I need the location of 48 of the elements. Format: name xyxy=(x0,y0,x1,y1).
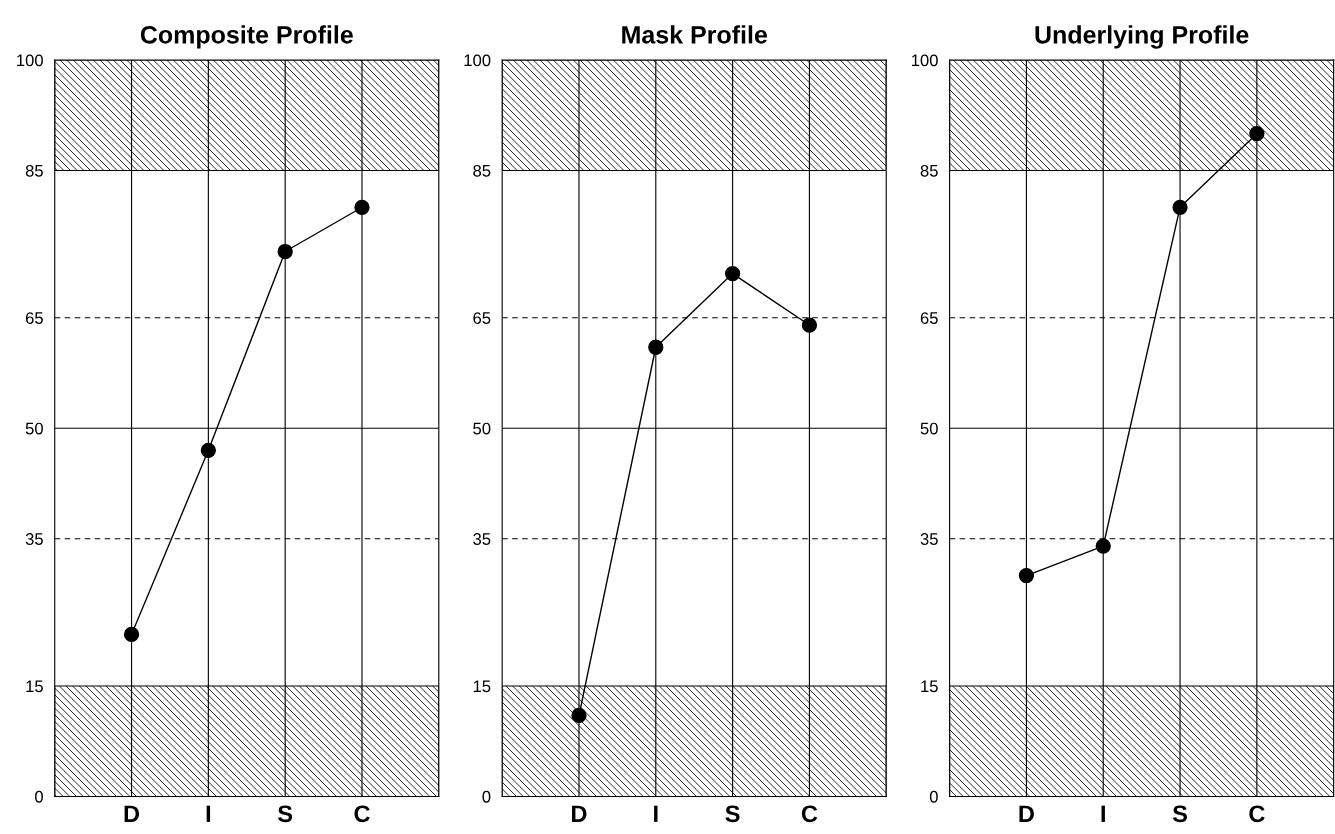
point xyxy=(1249,126,1265,142)
x-tick-label: D xyxy=(572,805,587,822)
point xyxy=(354,199,370,215)
y-tick-label: 50 xyxy=(920,422,938,435)
x-tick-label: S xyxy=(277,805,293,823)
y-tick-label: 15 xyxy=(473,680,491,693)
x-tick-label: C xyxy=(1249,805,1265,823)
y-tick-label: 100 xyxy=(17,54,43,67)
y-tick-label: 85 xyxy=(25,164,43,177)
point xyxy=(724,265,741,282)
y-tick-label: 85 xyxy=(920,164,938,177)
x-tick-label: S xyxy=(1172,805,1187,823)
y-tick-label: 35 xyxy=(473,533,491,545)
point xyxy=(1095,538,1111,554)
x-tick-label: S xyxy=(725,805,740,823)
y-tick-label: 65 xyxy=(25,312,43,324)
x-tick-label: C xyxy=(354,805,370,823)
point xyxy=(571,707,587,724)
y-tick-label: 65 xyxy=(473,312,491,324)
y-tick-label: 15 xyxy=(26,680,43,693)
y-tick-label: 100 xyxy=(464,54,491,67)
y-tick-label: 35 xyxy=(25,533,43,545)
y-tick-label: 0 xyxy=(929,790,938,803)
point xyxy=(200,442,216,458)
y-tick-label: 35 xyxy=(920,533,938,545)
y-tick-label: 50 xyxy=(473,422,491,435)
chart-title: Mask Profile xyxy=(622,25,767,44)
y-tick-label: 0 xyxy=(35,790,43,803)
chart-title: Composite Profile xyxy=(140,25,353,49)
x-tick-label: D xyxy=(124,805,140,822)
x-tick-label: D xyxy=(1019,805,1034,822)
point xyxy=(648,339,664,355)
point xyxy=(801,317,818,333)
y-tick-label: 15 xyxy=(921,680,938,693)
y-tick-label: 85 xyxy=(473,164,491,177)
x-tick-label: I xyxy=(206,805,211,822)
y-tick-label: 50 xyxy=(25,422,43,435)
point xyxy=(277,243,293,260)
y-tick-label: 0 xyxy=(482,790,491,803)
x-tick-label: I xyxy=(654,805,658,822)
point xyxy=(1172,199,1188,215)
y-tick-label: 65 xyxy=(920,312,938,324)
x-tick-label: C xyxy=(801,805,818,823)
chart-title: Underlying Profile xyxy=(1035,25,1249,49)
point xyxy=(123,626,140,643)
point xyxy=(1018,567,1035,584)
y-tick-label: 100 xyxy=(911,54,938,67)
x-tick-label: I xyxy=(1101,805,1105,822)
